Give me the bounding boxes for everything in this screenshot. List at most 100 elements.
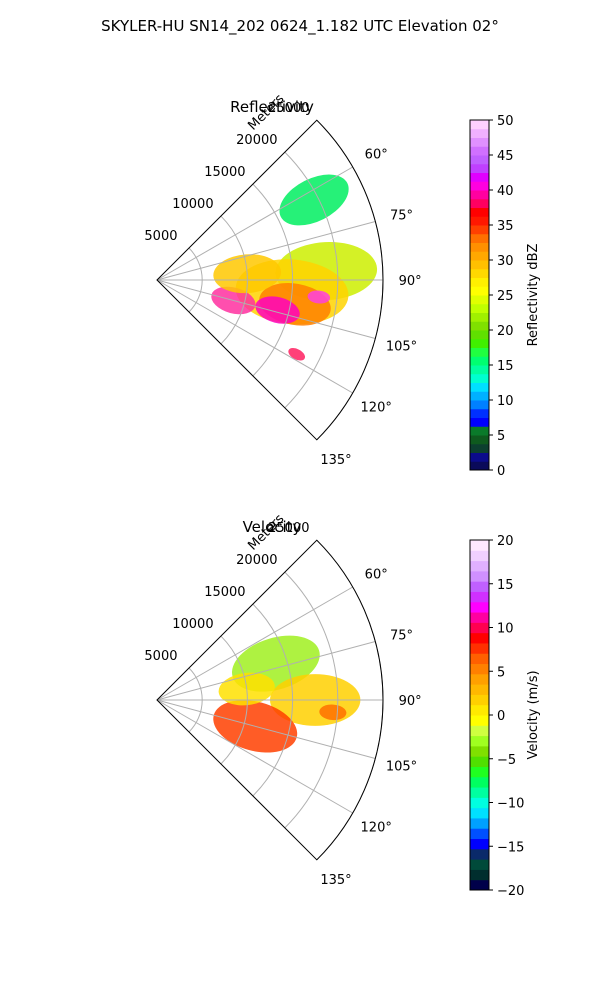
azimuth-spoke	[156, 586, 353, 701]
colorbar-swatch	[470, 356, 489, 366]
colorbar-swatch	[470, 330, 489, 340]
azimuth-tick-label: 60°	[365, 567, 388, 582]
colorbar-swatch	[470, 216, 489, 226]
colorbar-swatch	[470, 550, 489, 562]
colorbar-swatch	[470, 268, 489, 278]
colorbar-swatch	[470, 155, 489, 165]
colorbar-swatch	[470, 461, 489, 471]
colorbar-swatch	[470, 347, 489, 357]
colorbar-swatch	[470, 452, 489, 462]
colorbar-swatch	[470, 673, 489, 685]
velocity-title: Velocity	[243, 518, 302, 536]
velocity-sector: 500010000150002000025000Meters60°75°90°1…	[144, 511, 421, 888]
azimuth-tick-label: 120°	[361, 821, 392, 836]
echo-cell	[307, 290, 331, 304]
colorbar-swatch	[470, 181, 489, 191]
radial-tick-label: 15000	[204, 585, 245, 600]
colorbar-tick-label: 40	[497, 184, 514, 199]
colorbar-swatch	[470, 859, 489, 870]
colorbar-swatch	[470, 540, 489, 551]
colorbar-swatch	[470, 653, 489, 665]
colorbar-swatch	[470, 225, 489, 235]
colorbar-swatch	[470, 198, 489, 208]
echo-cell	[279, 174, 349, 226]
radial-tick-label: 15000	[204, 165, 245, 180]
colorbar-swatch	[470, 787, 489, 798]
colorbar-swatch	[470, 745, 489, 757]
colorbar-swatch	[470, 622, 489, 634]
colorbar-swatch	[470, 715, 489, 726]
velocity-colorbar: −20 −15 −10 −5 0 5 10 15 20 Velocity (m/s)	[469, 534, 541, 899]
radial-tick-label: 20000	[236, 133, 277, 148]
colorbar-tick-label: −15	[497, 840, 524, 855]
sector-frame	[156, 119, 384, 441]
echo-cell	[288, 348, 306, 361]
azimuth-spoke	[156, 699, 376, 759]
azimuth-tick-label: 135°	[320, 453, 351, 468]
colorbar-swatch	[470, 797, 489, 809]
colorbar-swatch	[470, 776, 489, 788]
colorbar-swatch	[470, 435, 489, 445]
colorbar-swatch	[470, 725, 489, 737]
colorbar-swatch	[470, 146, 489, 156]
colorbar-tick-label: 45	[497, 149, 514, 164]
colorbar-swatch	[470, 869, 489, 881]
colorbar-swatch	[470, 570, 489, 582]
colorbar-swatch	[470, 391, 489, 401]
colorbar-swatch	[470, 120, 489, 130]
colorbar-tick-label: 35	[497, 219, 514, 234]
colorbar-swatch	[470, 838, 489, 850]
colorbar-swatch	[470, 601, 489, 613]
colorbar-tick-label: −5	[497, 753, 516, 768]
colorbar-swatch	[470, 286, 489, 296]
azimuth-tick-label: 105°	[386, 340, 417, 355]
colorbar-swatch	[470, 694, 489, 706]
azimuth-tick-label: 60°	[365, 147, 388, 162]
colorbar-tick-label: 0	[497, 709, 505, 724]
azimuth-tick-label: 120°	[361, 401, 392, 416]
azimuth-spoke	[156, 221, 376, 281]
colorbar-tick-label: 25	[497, 289, 514, 304]
colorbar-swatch	[470, 591, 489, 603]
azimuth-tick-label: 75°	[390, 628, 413, 643]
colorbar-swatch	[470, 581, 489, 592]
colorbar-tick-label: 20	[497, 324, 514, 339]
echo-cell	[319, 704, 347, 721]
colorbar-swatch	[470, 242, 489, 252]
reflectivity-panel: Reflectivity 500010000150002000025000Met…	[144, 91, 541, 479]
colorbar-swatch	[470, 321, 489, 331]
radial-tick-label: 5000	[144, 649, 177, 664]
colorbar-swatch	[470, 373, 489, 383]
colorbar-swatch	[470, 338, 489, 348]
colorbar-swatch	[470, 612, 489, 623]
colorbar-swatch	[470, 642, 489, 654]
velocity-panel: Velocity 500010000150002000025000Meters6…	[144, 511, 541, 899]
sector-frame	[156, 539, 384, 861]
colorbar-swatch	[470, 365, 489, 375]
colorbar-tick-label: 15	[497, 578, 514, 593]
colorbar-swatch	[470, 663, 489, 675]
azimuth-tick-label: 135°	[320, 873, 351, 888]
colorbar-swatch	[470, 704, 489, 716]
colorbar-swatch	[470, 632, 489, 644]
colorbar-swatch	[470, 233, 489, 243]
azimuth-spoke	[156, 641, 376, 701]
colorbar-label: Velocity (m/s)	[526, 670, 541, 759]
reflectivity-sector: 500010000150002000025000Meters60°75°90°1…	[144, 91, 421, 468]
azimuth-spoke	[156, 279, 353, 394]
colorbar-tick-label: −10	[497, 797, 524, 812]
azimuth-tick-label: 90°	[399, 274, 422, 289]
radial-tick-label: 5000	[144, 229, 177, 244]
colorbar-tick-label: 10	[497, 394, 514, 409]
radial-tick-label: 25000	[268, 101, 309, 116]
colorbar-tick-label: 5	[497, 429, 505, 444]
colorbar-tick-label: 0	[497, 464, 505, 479]
colorbar-swatch	[470, 879, 489, 891]
radial-tick-label: 10000	[172, 617, 213, 632]
colorbar-swatch	[470, 260, 489, 270]
colorbar-swatch	[470, 382, 489, 392]
azimuth-tick-label: 75°	[390, 208, 413, 223]
colorbar-swatch	[470, 303, 489, 313]
colorbar-swatch	[470, 137, 489, 147]
